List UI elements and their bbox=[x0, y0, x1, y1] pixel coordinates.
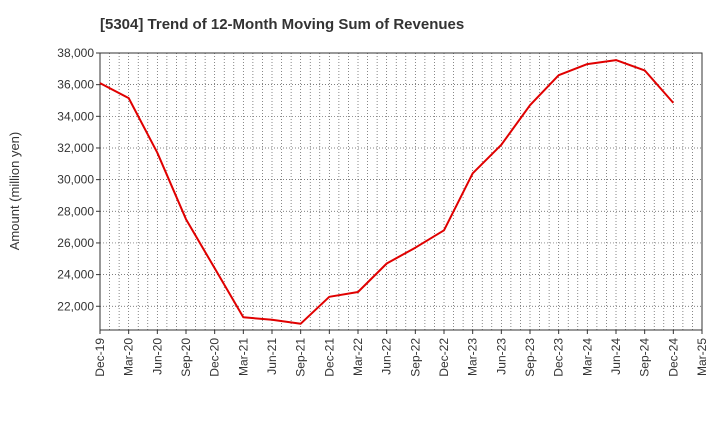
x-axis-ticks: Dec-19 Mar-20 Jun-20 Sep-20 Dec-20 Mar-21 Jun-… bbox=[93, 330, 709, 377]
x-tick-label: Dec-19 bbox=[93, 338, 107, 377]
y-tick-label: 28,000 bbox=[57, 204, 94, 218]
x-tick-label: Dec-20 bbox=[208, 338, 222, 377]
x-tick-label: Mar-20 bbox=[122, 338, 136, 376]
x-tick-label: Mar-24 bbox=[580, 338, 594, 376]
x-tick-label: Dec-23 bbox=[552, 338, 566, 377]
x-tick-label: Mar-25 bbox=[695, 338, 709, 376]
y-tick-label: 36,000 bbox=[57, 78, 94, 92]
x-tick-label: Mar-21 bbox=[236, 338, 250, 376]
y-tick-label: 22,000 bbox=[57, 299, 94, 313]
x-tick-label: Jun-24 bbox=[609, 338, 623, 375]
x-tick-label: Sep-22 bbox=[408, 338, 422, 377]
y-tick-label: 30,000 bbox=[57, 173, 94, 187]
x-tick-label: Mar-23 bbox=[466, 338, 480, 376]
grid-lines bbox=[100, 53, 702, 330]
x-tick-label: Dec-21 bbox=[322, 338, 336, 377]
x-tick-label: Jun-21 bbox=[265, 338, 279, 375]
plot-area bbox=[99, 52, 703, 331]
y-tick-label: 26,000 bbox=[57, 236, 94, 250]
x-tick-label: Sep-23 bbox=[523, 338, 537, 377]
x-tick-label: Dec-24 bbox=[666, 338, 680, 377]
y-tick-label: 32,000 bbox=[57, 141, 94, 155]
y-tick-label: 38,000 bbox=[57, 46, 94, 60]
chart-title: [5304] Trend of 12-Month Moving Sum of R… bbox=[100, 16, 465, 33]
x-tick-label: Jun-23 bbox=[494, 338, 508, 375]
y-axis-ticks: 22,000 24,000 26,000 28,000 30,000 32,000 34,0… bbox=[57, 46, 100, 313]
x-tick-label: Sep-20 bbox=[179, 338, 193, 377]
y-tick-label: 34,000 bbox=[57, 109, 94, 123]
series-layer bbox=[99, 59, 675, 325]
x-tick-label: Jun-22 bbox=[380, 338, 394, 375]
series-line bbox=[99, 59, 675, 325]
y-axis-label: Amount (million yen) bbox=[7, 132, 22, 251]
x-tick-label: Sep-21 bbox=[294, 338, 308, 377]
x-tick-label: Dec-22 bbox=[437, 338, 451, 377]
x-tick-label: Sep-24 bbox=[638, 338, 652, 377]
x-tick-label: Mar-22 bbox=[351, 338, 365, 376]
y-tick-label: 24,000 bbox=[57, 268, 94, 282]
x-tick-label: Jun-20 bbox=[150, 338, 164, 375]
